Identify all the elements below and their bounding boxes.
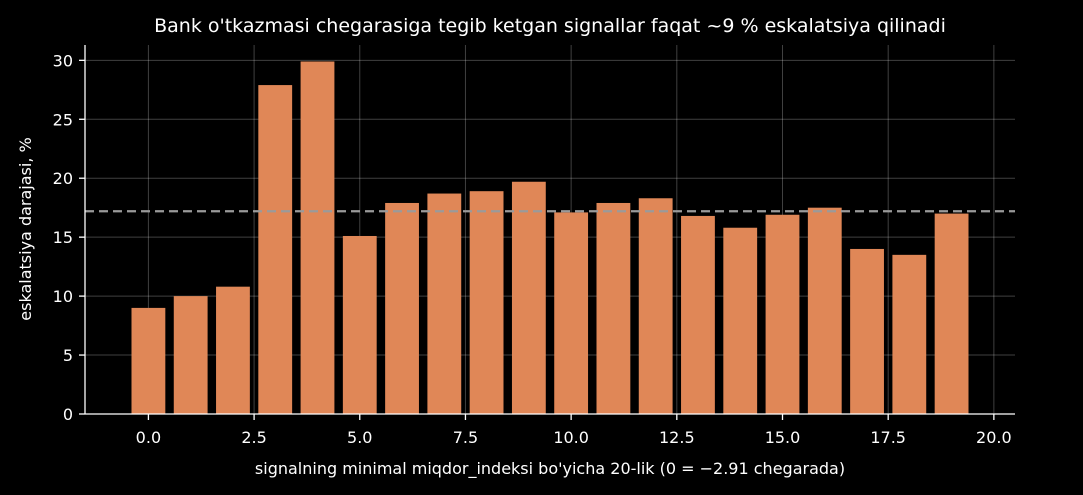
bar-17	[850, 248, 884, 414]
y-tick-label: 10	[53, 287, 73, 306]
bar-1	[173, 296, 208, 414]
bar-12	[638, 198, 673, 414]
y-axis-label: eskalatsiya darajasi, %	[16, 137, 35, 320]
bar-8	[469, 191, 504, 414]
x-tick-label: 15.0	[765, 428, 801, 447]
y-tick-label: 0	[63, 405, 73, 424]
bar-7	[427, 193, 462, 414]
bar-18	[892, 254, 927, 414]
y-tick-label: 5	[63, 346, 73, 365]
x-tick-label: 2.5	[241, 428, 266, 447]
axes: 0.0 2.5 5.0 7.5 10.0 12.5 15.0 17.5 20.0 0 5 10 15 20…	[53, 45, 1015, 447]
x-tick-label: 7.5	[453, 428, 478, 447]
bar-5	[342, 235, 377, 414]
y-tick-label: 30	[53, 51, 73, 70]
x-tick-label: 0.0	[136, 428, 161, 447]
bar-14	[723, 227, 758, 414]
bar-9	[511, 181, 546, 414]
x-tick-label: 12.5	[659, 428, 695, 447]
bar-0	[131, 307, 166, 414]
x-tick-label: 5.0	[347, 428, 372, 447]
bar-3	[258, 85, 293, 414]
bar-4	[300, 61, 335, 414]
bar-13	[681, 215, 715, 414]
bar-19	[934, 213, 969, 414]
x-tick-label: 17.5	[870, 428, 906, 447]
bar-16	[807, 207, 842, 414]
bar-2	[216, 286, 250, 414]
y-tick-label: 25	[53, 110, 73, 129]
chart-title: Bank o'tkazmasi chegarasiga tegib ketgan…	[154, 15, 946, 37]
x-tick-label: 10.0	[553, 428, 589, 447]
x-axis-label: signalning minimal miqdor_indeksi bo'yic…	[255, 459, 845, 479]
bar-11	[596, 202, 631, 414]
y-tick-label: 15	[53, 228, 73, 247]
x-tick-label: 20.0	[976, 428, 1012, 447]
bar-6	[385, 202, 419, 414]
y-tick-label: 20	[53, 169, 73, 188]
bars	[131, 61, 969, 414]
bar-10	[554, 212, 589, 414]
bar-15	[765, 214, 800, 414]
